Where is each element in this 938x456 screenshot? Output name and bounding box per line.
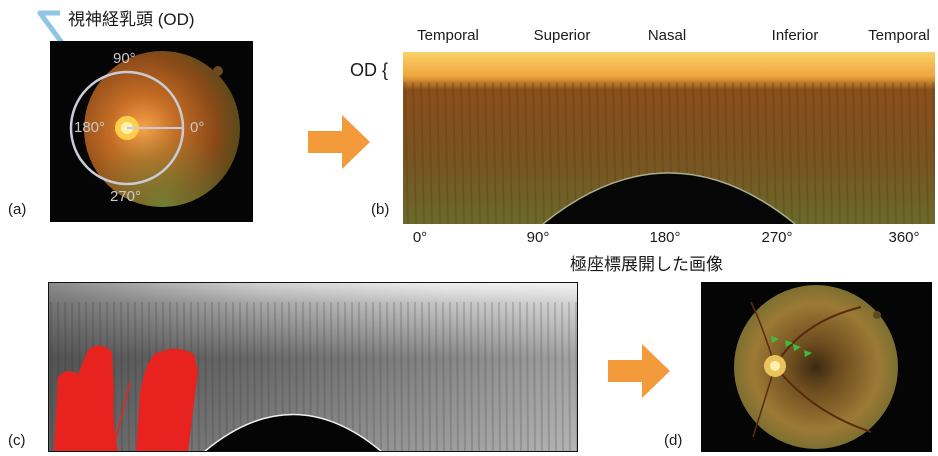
fundus-image-d — [701, 282, 932, 452]
tick-label-90: 90° — [526, 229, 550, 246]
grayscale-segmentation-image — [48, 282, 578, 452]
tick-label-360: 360° — [888, 229, 920, 246]
tick-label-270: 270° — [761, 229, 793, 246]
eye-label-od: OD { — [350, 60, 389, 80]
panel-label-b: (b) — [371, 201, 390, 218]
direction-inferior: Inferior — [771, 27, 819, 44]
tick-label-0: 0° — [412, 229, 428, 246]
angle-label-270: 270° — [110, 188, 142, 205]
tick-label-180: 180° — [649, 229, 681, 246]
angle-label-90: 90° — [113, 50, 136, 67]
panel-label-a: (a) — [8, 201, 27, 218]
direction-superior: Superior — [533, 27, 591, 44]
caption-polar-unwrapped: 極座標展開した画像 — [570, 255, 723, 274]
arrow-right-icon — [308, 115, 370, 169]
angle-label-0: 0° — [190, 119, 205, 136]
direction-temporal-left: Temporal — [417, 27, 479, 44]
direction-nasal: Nasal — [647, 27, 687, 44]
angle-label-180: 180° — [74, 119, 106, 136]
polar-unwrapped-image — [403, 52, 935, 224]
direction-temporal-right: Temporal — [868, 27, 930, 44]
panel-label-c: (c) — [8, 432, 26, 449]
optic-disc-callout: 視神経乳頭 (OD) — [68, 10, 195, 29]
arrow-right-icon — [608, 344, 670, 398]
fundus-image-a — [50, 41, 253, 222]
panel-label-d: (d) — [664, 432, 683, 449]
